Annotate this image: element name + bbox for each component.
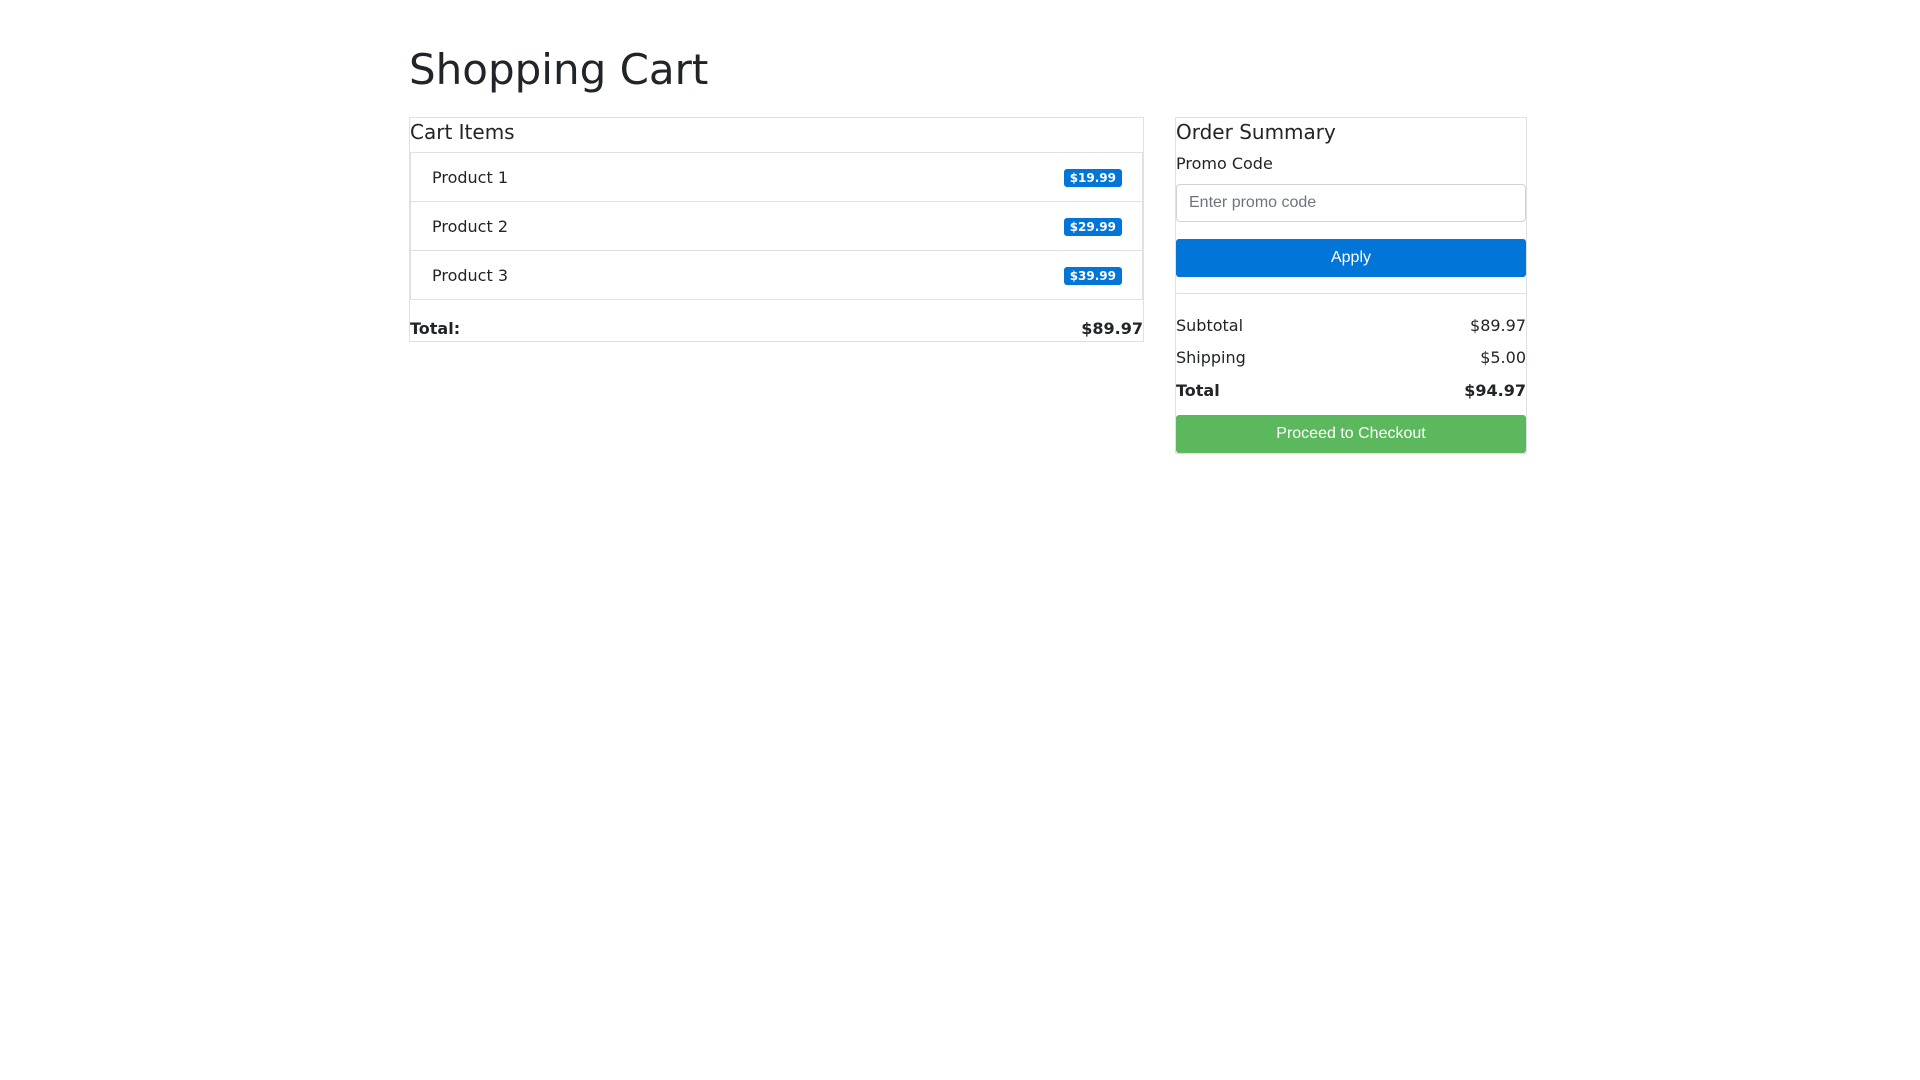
cart-total-value: $89.97 [1081,319,1143,338]
subtotal-row: Subtotal $89.97 [1176,315,1526,337]
product-name: Product 2 [432,217,509,236]
product-name: Product 1 [432,168,509,187]
order-total-label: Total [1176,381,1220,400]
summary-divider [1176,293,1526,294]
proceed-to-checkout-button[interactable]: Proceed to Checkout [1176,415,1526,453]
product-name: Product 3 [432,266,509,285]
order-summary-panel: Order Summary Promo Code Apply Subtotal … [1175,117,1527,454]
promo-code-input[interactable] [1176,184,1526,222]
subtotal-label: Subtotal [1176,316,1244,335]
cart-items-panel: Cart Items Product 1 $19.99 Product 2 $2… [409,117,1144,342]
apply-promo-button[interactable]: Apply [1176,239,1526,277]
cart-total-label: Total: [410,319,461,338]
cart-item-product-1: Product 1 $19.99 [411,153,1142,202]
shipping-value: $5.00 [1480,348,1526,367]
order-total-row: Total $94.97 [1176,380,1526,402]
shipping-label: Shipping [1176,348,1246,367]
shipping-row: Shipping $5.00 [1176,347,1526,369]
promo-code-label: Promo Code [1176,154,1273,173]
price-badge: $19.99 [1063,169,1122,187]
cart-items-list: Product 1 $19.99 Product 2 $29.99 Produc… [410,152,1143,300]
subtotal-value: $89.97 [1470,316,1526,335]
price-badge: $29.99 [1063,218,1122,236]
order-summary-heading: Order Summary [1176,120,1336,144]
order-total-value: $94.97 [1464,381,1526,400]
cart-items-heading: Cart Items [410,120,515,144]
price-badge: $39.99 [1063,267,1122,285]
cart-item-product-3: Product 3 $39.99 [411,251,1142,299]
page-title: Shopping Cart [409,45,709,94]
cart-item-product-2: Product 2 $29.99 [411,202,1142,251]
